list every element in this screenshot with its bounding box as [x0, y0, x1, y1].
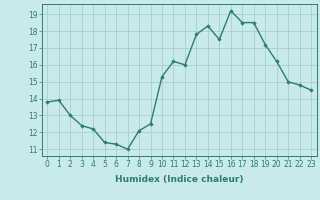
X-axis label: Humidex (Indice chaleur): Humidex (Indice chaleur): [115, 175, 244, 184]
